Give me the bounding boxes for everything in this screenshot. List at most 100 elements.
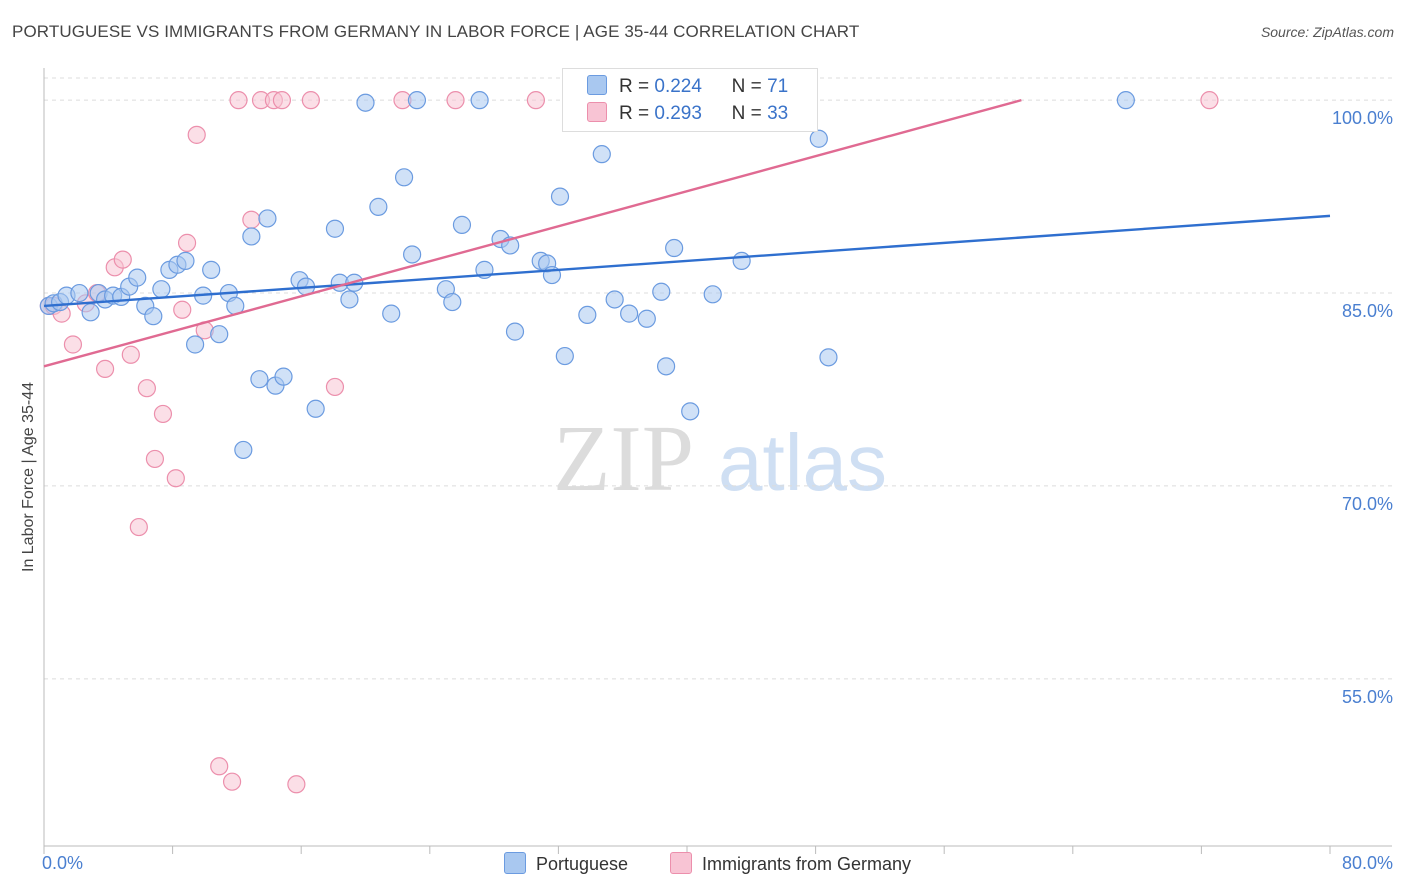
germany-legend-label: Immigrants from Germany bbox=[702, 854, 912, 874]
n-label: N = bbox=[731, 103, 762, 124]
germany-swatch bbox=[587, 102, 607, 122]
portuguese-point bbox=[620, 304, 639, 323]
y-tick-label: 85.0% bbox=[1342, 301, 1393, 321]
germany-point bbox=[95, 359, 115, 379]
germany-point bbox=[177, 233, 197, 252]
portuguese-point bbox=[407, 91, 427, 110]
chart-title: PORTUGUESE VS IMMIGRANTS FROM GERMANY IN… bbox=[12, 22, 860, 41]
portuguese-point bbox=[210, 325, 229, 344]
germany-point bbox=[229, 91, 248, 110]
axes bbox=[43, 68, 1392, 854]
portuguese-point bbox=[657, 357, 676, 376]
portuguese-point bbox=[152, 280, 171, 299]
legend-item-germany: Immigrants from Germany bbox=[670, 852, 911, 875]
germany-point bbox=[145, 449, 165, 469]
watermark-zip: ZIP bbox=[553, 407, 694, 511]
portuguese-point bbox=[186, 335, 205, 354]
watermark-atlas: atlas bbox=[718, 418, 887, 507]
portuguese-point bbox=[452, 215, 472, 234]
portuguese-point bbox=[555, 346, 574, 366]
germany-legend-swatch bbox=[670, 852, 692, 874]
germany-point bbox=[153, 404, 173, 424]
portuguese-point bbox=[403, 245, 422, 264]
watermark: ZIP atlas bbox=[553, 407, 887, 511]
germany-point bbox=[222, 772, 242, 791]
stats-legend: R = 0.224 N = 71 R = 0.293 N = 33 bbox=[562, 68, 818, 132]
legend-item-portuguese: Portuguese bbox=[504, 852, 628, 875]
portuguese-trend-line bbox=[43, 214, 1331, 308]
portuguese-point bbox=[394, 168, 414, 187]
germany-n-value: 33 bbox=[767, 103, 789, 124]
portuguese-point bbox=[325, 219, 345, 238]
portuguese-point bbox=[369, 197, 388, 216]
germany-r-value: 0.293 bbox=[654, 103, 702, 124]
germany-point bbox=[187, 125, 206, 144]
portuguese-point bbox=[703, 285, 722, 304]
germany-point bbox=[325, 377, 345, 397]
tick-labels: 55.0% 70.0% 85.0% 100.0% 0.0% 80.0% bbox=[42, 108, 1393, 873]
portuguese-point bbox=[382, 304, 401, 323]
portuguese-point bbox=[81, 303, 100, 322]
portuguese-point bbox=[592, 145, 611, 164]
germany-trend-line bbox=[43, 98, 1022, 368]
r-label: R = bbox=[619, 76, 650, 97]
portuguese-point bbox=[234, 440, 253, 460]
portuguese-points bbox=[39, 91, 1135, 460]
grid-lines bbox=[44, 77, 1392, 680]
portuguese-point bbox=[578, 305, 597, 325]
germany-point bbox=[272, 91, 292, 110]
portuguese-legend-swatch bbox=[504, 852, 526, 874]
germany-point bbox=[446, 91, 465, 110]
portuguese-point bbox=[202, 260, 221, 279]
germany-point bbox=[129, 517, 148, 537]
portuguese-point bbox=[470, 91, 489, 110]
y-axis-label: In Labor Force | Age 35-44 bbox=[20, 381, 37, 572]
portuguese-point bbox=[652, 282, 671, 301]
portuguese-point bbox=[258, 209, 277, 228]
portuguese-point bbox=[176, 251, 195, 270]
portuguese-swatch bbox=[587, 75, 607, 95]
portuguese-legend-label: Portuguese bbox=[536, 854, 629, 874]
germany-point bbox=[1200, 91, 1219, 110]
n-label: N = bbox=[731, 76, 762, 97]
portuguese-point bbox=[242, 227, 261, 246]
portuguese-point bbox=[505, 322, 525, 341]
y-axis-label-wrap: In Labor Force | Age 35-44 bbox=[18, 300, 42, 600]
portuguese-point bbox=[681, 402, 700, 421]
y-tick-label: 100.0% bbox=[1332, 108, 1393, 128]
portuguese-point bbox=[443, 292, 462, 312]
legend-row-portuguese: R = 0.224 N = 71 bbox=[587, 75, 788, 99]
portuguese-point bbox=[274, 367, 293, 386]
portuguese-point bbox=[665, 238, 684, 258]
germany-point bbox=[287, 775, 306, 794]
portuguese-point bbox=[128, 268, 147, 287]
portuguese-point bbox=[306, 399, 325, 418]
germany-point bbox=[166, 469, 185, 488]
x-tick-label-max: 80.0% bbox=[1342, 853, 1393, 873]
germany-point bbox=[210, 757, 229, 776]
portuguese-point bbox=[732, 251, 751, 270]
germany-point bbox=[526, 91, 545, 110]
legend-row-germany: R = 0.293 N = 33 bbox=[587, 102, 788, 126]
germany-point bbox=[173, 300, 192, 319]
r-label: R = bbox=[619, 103, 650, 124]
germany-point bbox=[137, 379, 156, 398]
portuguese-point bbox=[819, 348, 838, 367]
portuguese-point bbox=[340, 290, 359, 309]
series-legend: Portuguese Immigrants from Germany bbox=[0, 852, 1406, 876]
germany-point bbox=[63, 335, 83, 354]
y-tick-label: 55.0% bbox=[1342, 687, 1393, 707]
germany-point bbox=[113, 250, 132, 269]
y-tick-label: 70.0% bbox=[1342, 494, 1393, 514]
portuguese-point bbox=[637, 309, 656, 328]
portuguese-point bbox=[809, 129, 828, 148]
trend-lines bbox=[43, 98, 1331, 368]
portuguese-point bbox=[144, 307, 163, 326]
portuguese-point bbox=[605, 290, 624, 309]
germany-point bbox=[121, 345, 140, 364]
portuguese-point bbox=[250, 370, 269, 389]
portuguese-n-value: 71 bbox=[767, 76, 789, 97]
portuguese-point bbox=[550, 187, 570, 206]
portuguese-point bbox=[1116, 91, 1135, 110]
